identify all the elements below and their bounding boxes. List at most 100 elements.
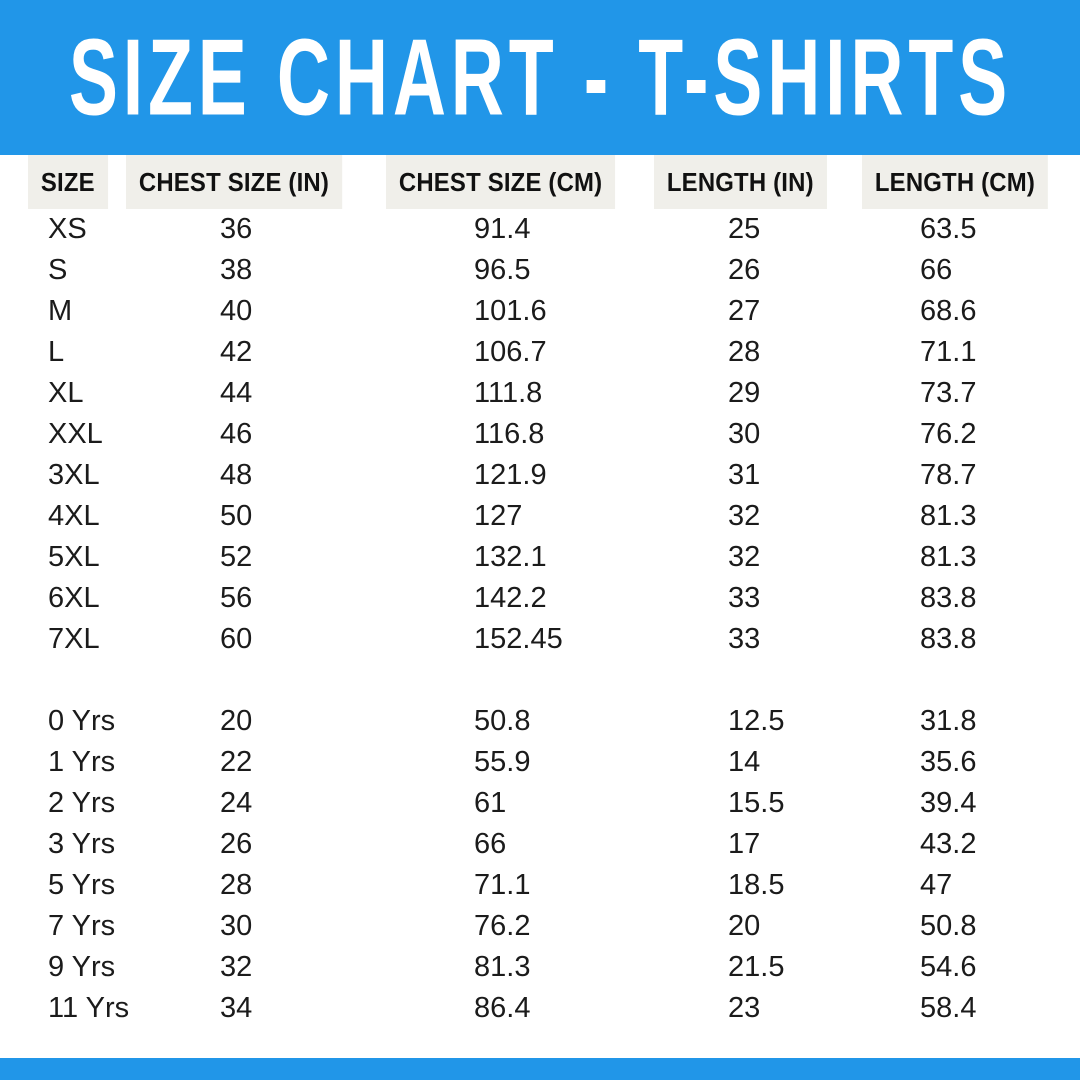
table-row: 7 Yrs 30 76.2 20 50.8	[0, 906, 1080, 947]
kids-size-rows: 0 Yrs 20 50.8 12.5 31.8 1 Yrs 22 55.9 14 35.6 2 Yr…	[0, 701, 1080, 1029]
spacer-cell	[386, 660, 654, 701]
table-row: 1 Yrs 22 55.9 14 35.6	[0, 742, 1080, 783]
cell-length-in: 20	[728, 910, 761, 942]
cell-chest-in: 60	[220, 623, 253, 655]
cell-chest-cm: 121.9	[474, 459, 547, 491]
cell-length-cm: 47	[920, 869, 953, 901]
cell-length-in: 29	[728, 377, 761, 409]
cell-size: 3 Yrs	[48, 828, 116, 860]
cell-chest-in: 24	[220, 787, 253, 819]
cell-length-cm: 50.8	[920, 910, 977, 942]
column-header-length-cm-label: LENGTH (CM)	[862, 155, 1048, 209]
table-row: 3 Yrs 26 66 17 43.2	[0, 824, 1080, 865]
cell-length-cm: 54.6	[920, 951, 977, 983]
cell-chest-cm: 106.7	[474, 336, 547, 368]
cell-length-in: 18.5	[728, 869, 785, 901]
cell-length-cm: 81.3	[920, 541, 977, 573]
cell-length-in: 32	[728, 500, 761, 532]
bottom-accent-bar	[0, 1058, 1080, 1080]
size-table: SIZE CHEST SIZE (IN) CHEST SIZE (CM) LEN…	[0, 155, 1080, 1029]
table-row: XS 36 91.4 25 63.5	[0, 209, 1080, 250]
page-title: SIZE CHART - T-SHIRTS	[68, 17, 1012, 138]
cell-chest-in: 36	[220, 213, 253, 245]
cell-size: 6XL	[48, 582, 100, 614]
cell-length-cm: 78.7	[920, 459, 977, 491]
table-header: SIZE CHEST SIZE (IN) CHEST SIZE (CM) LEN…	[0, 155, 1080, 209]
cell-length-in: 33	[728, 582, 761, 614]
cell-length-in: 25	[728, 213, 761, 245]
cell-chest-cm: 66	[474, 828, 507, 860]
cell-length-cm: 81.3	[920, 500, 977, 532]
cell-chest-in: 44	[220, 377, 253, 409]
cell-length-cm: 83.8	[920, 582, 977, 614]
column-header-chest-in: CHEST SIZE (IN)	[126, 155, 386, 209]
cell-chest-in: 34	[220, 992, 253, 1024]
cell-size: XL	[48, 377, 84, 409]
column-header-size: SIZE	[0, 155, 126, 209]
cell-size: 11 Yrs	[48, 992, 130, 1024]
cell-size: 5XL	[48, 541, 100, 573]
cell-length-cm: 73.7	[920, 377, 977, 409]
cell-size: 7XL	[48, 623, 100, 655]
cell-chest-cm: 132.1	[474, 541, 547, 573]
column-header-chest-cm-label: CHEST SIZE (CM)	[386, 155, 616, 209]
cell-chest-cm: 71.1	[474, 869, 531, 901]
size-table-area: SIZE CHEST SIZE (IN) CHEST SIZE (CM) LEN…	[0, 155, 1080, 1080]
cell-length-cm: 68.6	[920, 295, 977, 327]
cell-size: 7 Yrs	[48, 910, 116, 942]
adult-size-rows: XS 36 91.4 25 63.5 S 38 96.5 26 66 M 40 101.6 27 68.6 L…	[0, 209, 1080, 660]
cell-length-in: 14	[728, 746, 761, 778]
cell-size: XXL	[48, 418, 103, 450]
title-banner: SIZE CHART - T-SHIRTS	[0, 0, 1080, 155]
cell-length-cm: 39.4	[920, 787, 977, 819]
cell-length-cm: 63.5	[920, 213, 977, 245]
section-spacer	[0, 660, 1080, 701]
table-row: L 42 106.7 28 71.1	[0, 332, 1080, 373]
table-row: 0 Yrs 20 50.8 12.5 31.8	[0, 701, 1080, 742]
cell-chest-cm: 86.4	[474, 992, 531, 1024]
cell-size: 4XL	[48, 500, 100, 532]
cell-length-cm: 35.6	[920, 746, 977, 778]
cell-length-cm: 43.2	[920, 828, 977, 860]
table-row: 5XL 52 132.1 32 81.3	[0, 537, 1080, 578]
cell-size: M	[48, 295, 73, 327]
table-row: M 40 101.6 27 68.6	[0, 291, 1080, 332]
cell-chest-cm: 152.45	[474, 623, 563, 655]
cell-chest-cm: 91.4	[474, 213, 531, 245]
cell-length-cm: 58.4	[920, 992, 977, 1024]
table-row: 9 Yrs 32 81.3 21.5 54.6	[0, 947, 1080, 988]
cell-length-cm: 71.1	[920, 336, 977, 368]
spacer-row	[0, 660, 1080, 701]
cell-length-cm: 31.8	[920, 705, 977, 737]
cell-size: XS	[48, 213, 87, 245]
table-row: 11 Yrs 34 86.4 23 58.4	[0, 988, 1080, 1029]
table-row: 5 Yrs 28 71.1 18.5 47	[0, 865, 1080, 906]
cell-length-in: 31	[728, 459, 761, 491]
cell-size: 3XL	[48, 459, 100, 491]
cell-length-in: 33	[728, 623, 761, 655]
table-row: XXL 46 116.8 30 76.2	[0, 414, 1080, 455]
cell-chest-cm: 50.8	[474, 705, 531, 737]
table-row: S 38 96.5 26 66	[0, 250, 1080, 291]
table-row: 4XL 50 127 32 81.3	[0, 496, 1080, 537]
column-header-length-in-label: LENGTH (IN)	[654, 155, 827, 209]
cell-length-in: 32	[728, 541, 761, 573]
header-row: SIZE CHEST SIZE (IN) CHEST SIZE (CM) LEN…	[0, 155, 1080, 209]
cell-chest-in: 48	[220, 459, 253, 491]
column-header-length-cm: LENGTH (CM)	[862, 155, 1080, 209]
column-header-chest-in-label: CHEST SIZE (IN)	[126, 155, 342, 209]
table-row: 7XL 60 152.45 33 83.8	[0, 619, 1080, 660]
cell-length-in: 12.5	[728, 705, 785, 737]
cell-chest-in: 30	[220, 910, 253, 942]
cell-chest-in: 50	[220, 500, 253, 532]
spacer-cell	[862, 660, 1080, 701]
cell-chest-in: 46	[220, 418, 253, 450]
cell-chest-cm: 96.5	[474, 254, 531, 286]
cell-chest-cm: 127	[474, 500, 523, 532]
cell-chest-in: 32	[220, 951, 253, 983]
cell-length-in: 27	[728, 295, 761, 327]
cell-size: L	[48, 336, 65, 368]
cell-chest-cm: 101.6	[474, 295, 547, 327]
cell-chest-cm: 111.8	[474, 377, 543, 409]
